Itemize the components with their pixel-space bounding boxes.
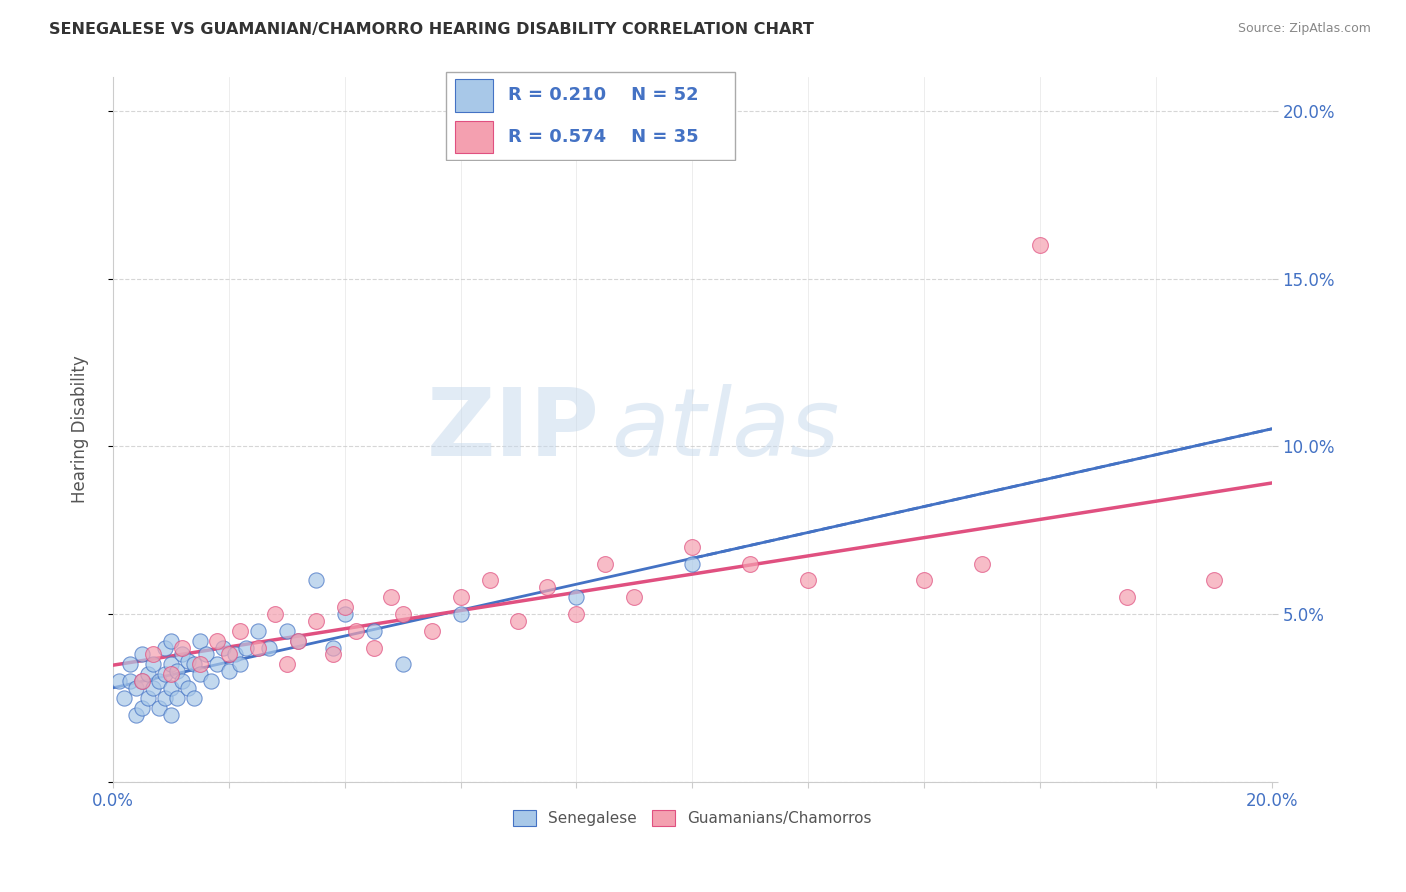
Point (229, 624, 252, 638)
Point (177, 681, 200, 695)
Point (276, 624, 298, 638)
FancyBboxPatch shape (446, 72, 735, 160)
Point (153, 690, 176, 705)
Point (333, 600, 356, 615)
Point (305, 574, 328, 588)
Point (153, 667, 176, 681)
FancyBboxPatch shape (454, 121, 494, 153)
Point (797, 574, 820, 588)
Point (420, 624, 443, 638)
Point (218, 664, 240, 678)
Point (344, 624, 367, 638)
Point (681, 557, 703, 571)
Point (1029, 238, 1052, 252)
Point (565, 591, 588, 605)
Point (107, 674, 129, 689)
Point (276, 657, 298, 672)
Point (212, 640, 235, 655)
Point (120, 657, 142, 672)
Point (363, 624, 385, 638)
Point (188, 633, 211, 648)
Point (218, 647, 240, 661)
Point (166, 690, 188, 705)
Point (224, 647, 246, 661)
Point (912, 574, 935, 588)
Point (264, 607, 287, 621)
Point (159, 681, 181, 695)
Point (229, 657, 252, 672)
Point (380, 591, 402, 605)
Point (194, 647, 217, 661)
Point (131, 674, 153, 689)
Point (681, 540, 703, 554)
Y-axis label: Hearing Disability: Hearing Disability (72, 356, 89, 503)
Point (183, 657, 205, 672)
Point (1116, 591, 1139, 605)
Point (177, 654, 200, 668)
Point (333, 607, 356, 621)
Text: ZIP: ZIP (427, 384, 599, 475)
Point (259, 640, 281, 655)
Point (200, 674, 222, 689)
Point (391, 607, 413, 621)
Point (159, 667, 181, 681)
Point (287, 633, 309, 648)
Point (595, 557, 617, 571)
Point (120, 674, 142, 689)
Point (287, 633, 309, 648)
Point (322, 647, 344, 661)
Point (142, 681, 165, 695)
Point (450, 591, 472, 605)
Point (142, 657, 165, 672)
Text: Source: ZipAtlas.com: Source: ZipAtlas.com (1237, 22, 1371, 36)
Point (183, 690, 205, 705)
Point (148, 701, 170, 715)
Point (363, 640, 385, 655)
Point (131, 701, 153, 715)
Point (246, 624, 269, 638)
Point (623, 591, 645, 605)
Point (740, 557, 762, 571)
Point (166, 664, 188, 678)
Point (114, 690, 136, 705)
Point (148, 674, 170, 689)
Point (508, 614, 530, 628)
Point (536, 580, 558, 594)
Point (172, 647, 194, 661)
Point (391, 657, 413, 672)
Point (322, 640, 344, 655)
Text: R = 0.210    N = 52: R = 0.210 N = 52 (508, 87, 699, 104)
Point (125, 707, 148, 722)
Point (188, 667, 211, 681)
Point (235, 640, 257, 655)
Point (478, 574, 501, 588)
Text: atlas: atlas (612, 384, 839, 475)
Point (1202, 574, 1225, 588)
Point (131, 674, 153, 689)
Point (972, 557, 994, 571)
Point (305, 614, 328, 628)
Point (188, 657, 211, 672)
Point (125, 681, 148, 695)
Point (172, 674, 194, 689)
Point (159, 633, 181, 648)
Point (246, 640, 269, 655)
Point (565, 607, 588, 621)
Point (131, 647, 153, 661)
Point (159, 657, 181, 672)
Point (136, 667, 159, 681)
Point (153, 640, 176, 655)
FancyBboxPatch shape (454, 79, 494, 112)
Point (172, 640, 194, 655)
Point (450, 607, 472, 621)
Point (205, 633, 228, 648)
Point (159, 707, 181, 722)
Point (142, 647, 165, 661)
Legend: Senegalese, Guamanians/Chamorros: Senegalese, Guamanians/Chamorros (505, 803, 879, 834)
Point (136, 690, 159, 705)
Text: R = 0.574    N = 35: R = 0.574 N = 35 (508, 128, 699, 146)
Text: SENEGALESE VS GUAMANIAN/CHAMORRO HEARING DISABILITY CORRELATION CHART: SENEGALESE VS GUAMANIAN/CHAMORRO HEARING… (49, 22, 814, 37)
Point (205, 657, 228, 672)
